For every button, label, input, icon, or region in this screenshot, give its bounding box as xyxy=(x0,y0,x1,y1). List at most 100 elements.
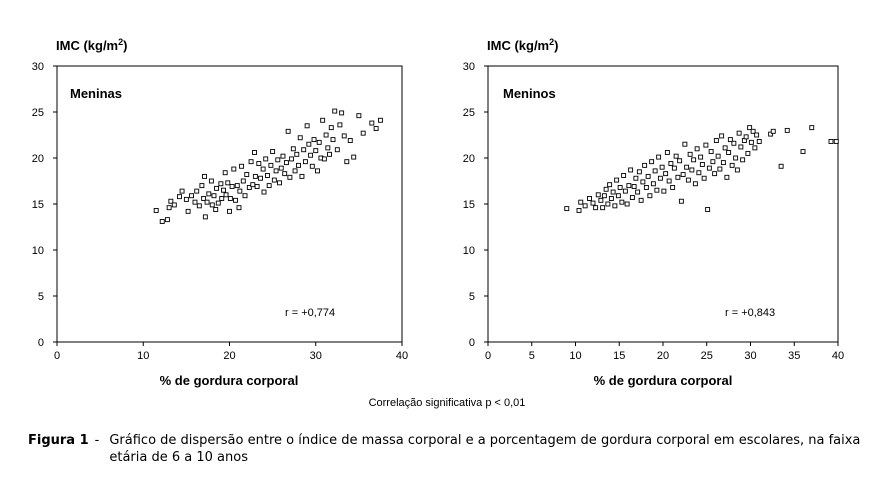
data-point xyxy=(642,162,648,168)
y-tick-label: 0 xyxy=(469,337,475,349)
data-point xyxy=(201,196,207,201)
data-point xyxy=(673,153,679,159)
data-point xyxy=(682,141,688,147)
data-point xyxy=(192,199,198,205)
x-tick-label: 10 xyxy=(569,350,581,362)
data-point xyxy=(692,181,698,187)
data-point xyxy=(313,148,319,154)
data-point xyxy=(621,173,627,178)
data-point xyxy=(649,159,655,165)
data-point xyxy=(578,199,584,205)
data-point xyxy=(285,128,291,134)
data-point xyxy=(268,162,274,168)
data-point xyxy=(214,185,220,191)
y-tick-label: 15 xyxy=(32,199,44,211)
data-point xyxy=(564,206,570,212)
data-point xyxy=(271,177,277,183)
x-tick-label: 25 xyxy=(701,350,713,362)
data-point xyxy=(708,149,714,155)
data-point xyxy=(715,153,721,159)
data-point xyxy=(351,154,357,160)
data-point xyxy=(582,203,588,209)
data-point xyxy=(315,168,320,174)
data-point xyxy=(171,202,177,208)
data-point xyxy=(685,177,691,183)
data-point xyxy=(356,113,362,119)
data-point xyxy=(301,147,307,153)
data-point xyxy=(638,197,644,203)
data-point xyxy=(225,180,231,186)
data-point xyxy=(615,193,621,199)
data-point xyxy=(768,131,774,137)
data-point xyxy=(664,150,670,155)
data-point xyxy=(659,164,665,170)
data-point xyxy=(624,201,630,207)
data-point xyxy=(699,161,705,167)
data-point xyxy=(619,199,625,205)
data-point xyxy=(717,166,723,172)
data-point xyxy=(694,146,700,152)
data-point xyxy=(294,151,300,157)
data-point xyxy=(237,188,243,194)
data-point xyxy=(179,188,185,194)
data-point xyxy=(731,140,737,146)
data-point xyxy=(202,214,208,220)
data-point xyxy=(601,193,607,199)
data-point xyxy=(323,132,329,138)
data-point xyxy=(590,200,596,206)
data-point xyxy=(219,196,225,201)
data-point xyxy=(684,164,690,170)
plot-frame xyxy=(487,65,839,343)
y-tick-label: 25 xyxy=(32,107,44,119)
data-point xyxy=(296,162,301,168)
data-point xyxy=(256,161,262,166)
data-point xyxy=(750,128,756,134)
y-tick-label: 30 xyxy=(32,61,44,73)
data-point xyxy=(168,198,174,204)
data-point xyxy=(273,168,279,174)
data-point xyxy=(698,154,704,160)
data-point xyxy=(748,139,754,145)
data-point xyxy=(377,117,383,123)
data-point xyxy=(747,125,753,131)
data-point xyxy=(199,183,205,189)
data-point xyxy=(636,169,642,175)
data-point xyxy=(654,187,660,193)
data-point xyxy=(320,117,326,123)
data-point xyxy=(206,191,212,197)
data-point xyxy=(778,163,784,169)
data-point xyxy=(784,127,790,133)
data-point xyxy=(713,138,719,143)
panel-label: Meninos xyxy=(503,86,556,101)
data-point xyxy=(640,179,646,185)
data-point xyxy=(204,199,210,205)
data-point xyxy=(722,145,728,151)
data-point xyxy=(828,138,834,144)
data-point xyxy=(800,149,806,155)
data-point xyxy=(218,181,224,187)
caption-label: Figura 1 xyxy=(28,433,89,448)
y-axis-label: IMC (kg/m2) xyxy=(56,37,127,53)
caption-separator: - xyxy=(94,433,100,448)
data-point xyxy=(306,141,312,147)
data-point xyxy=(208,178,214,184)
data-point xyxy=(712,171,718,177)
data-point xyxy=(209,202,215,208)
data-point xyxy=(736,130,742,136)
data-point xyxy=(223,192,229,198)
data-point xyxy=(752,145,758,151)
data-point xyxy=(166,205,172,211)
data-point xyxy=(612,203,618,209)
data-point xyxy=(240,178,246,184)
data-point xyxy=(678,198,684,204)
y-tick-label: 15 xyxy=(463,199,475,211)
data-point xyxy=(258,175,263,181)
data-point xyxy=(308,152,314,158)
data-point xyxy=(600,205,606,211)
chart-meninos: IMC (kg/m2) Meninos r = +0,843 0 5 10 15 20 2… xyxy=(463,37,844,388)
data-point xyxy=(754,132,760,138)
data-point xyxy=(213,207,219,212)
data-point xyxy=(705,207,711,212)
data-point xyxy=(270,149,276,155)
data-point xyxy=(701,175,707,181)
